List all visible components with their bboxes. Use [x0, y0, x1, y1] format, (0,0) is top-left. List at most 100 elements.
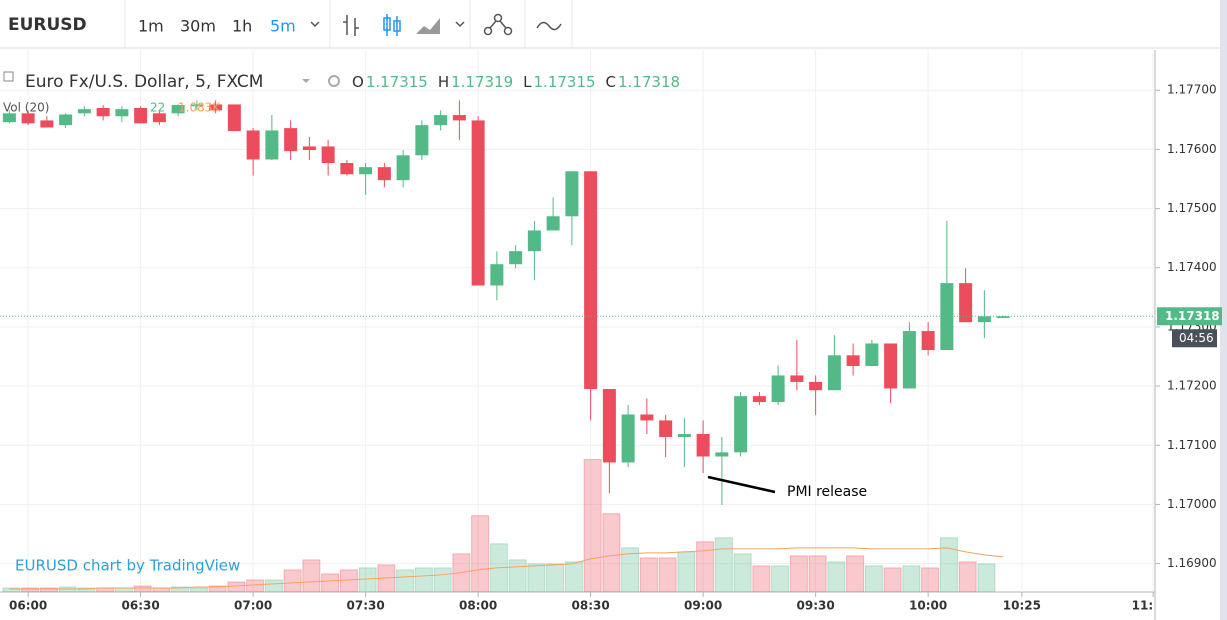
volume-bar: [546, 563, 565, 592]
dropdown-icon[interactable]: [310, 21, 320, 28]
area-icon[interactable]: [416, 18, 440, 34]
volume-bar: [883, 567, 902, 592]
watermark[interactable]: EURUSD chart by TradingView: [15, 557, 240, 575]
volume-bar: [677, 551, 696, 592]
volume-bar: [133, 585, 152, 592]
bars-icon[interactable]: [343, 15, 359, 36]
candle-body: [171, 105, 185, 114]
x-tick-label: 06:30: [122, 599, 160, 613]
candle-body: [340, 163, 354, 175]
candle-body: [940, 283, 954, 350]
candle-body: [471, 120, 485, 286]
interval-active[interactable]: 5m: [270, 17, 296, 36]
candle-body: [846, 355, 860, 366]
candle-body: [321, 146, 335, 164]
symbol[interactable]: EURUSD: [8, 15, 87, 35]
collapse-icon[interactable]: [3, 71, 14, 82]
candle-body: [827, 355, 841, 391]
candle-body: [771, 375, 785, 403]
candle-body: [527, 230, 541, 252]
volume-bar: [921, 567, 940, 592]
candle-body: [246, 130, 260, 160]
candles-icon[interactable]: [383, 14, 401, 36]
volume-bar: [583, 459, 602, 592]
candles: [2, 100, 1010, 506]
candle-body: [809, 381, 823, 391]
volume-bar: [977, 563, 996, 592]
ohlc-value: 1.17315: [534, 73, 596, 91]
candle-body: [77, 109, 91, 114]
ohlc-key: H: [438, 73, 449, 91]
indicators-icon[interactable]: [483, 13, 513, 36]
candle-body: [621, 414, 635, 463]
volume-bar: [21, 587, 40, 592]
settings-icon[interactable]: [328, 75, 340, 87]
x-tick-label: 08:00: [459, 599, 497, 613]
candle-body: [584, 171, 598, 390]
candle-body: [921, 331, 935, 350]
candle-body: [209, 104, 223, 111]
candle-body: [902, 331, 916, 389]
volume-bar: [321, 573, 340, 592]
candle-body: [415, 125, 429, 156]
dropdown-icon[interactable]: [302, 79, 310, 83]
volume-pane: [2, 459, 1004, 592]
x-tick-label: 07:30: [347, 599, 385, 613]
edge: [1220, 0, 1227, 620]
volume-bar: [433, 567, 452, 592]
dropdown-icon[interactable]: [455, 21, 465, 28]
volume-bar: [471, 515, 490, 592]
volume-bar: [808, 555, 827, 592]
candle-body: [152, 113, 166, 123]
x-tick-label: 07:00: [234, 599, 272, 613]
volume-bar: [602, 513, 621, 592]
volume-bar: [696, 541, 715, 592]
y-tick-label: 1.17400: [1167, 260, 1217, 274]
candle-body: [546, 216, 560, 231]
candle-body: [509, 251, 523, 265]
volume-bar: [39, 587, 58, 592]
candle-body: [434, 115, 448, 126]
volume-bar: [283, 569, 302, 592]
volume-bar: [358, 567, 377, 592]
candle-body: [359, 167, 373, 175]
volume-ma-line: [9, 547, 1004, 590]
countdown-label: 04:56: [1179, 331, 1214, 345]
volume-bar: [639, 557, 658, 592]
volume-bar: [939, 537, 958, 592]
legend: Euro Fx/U.S. Dollar, 5, FXCM O 1.17315 H 1.…: [3, 71, 680, 115]
x-tick-label: 09:00: [684, 599, 722, 613]
volume-bar: [902, 565, 921, 592]
candle-body: [396, 155, 410, 181]
volume-bar: [227, 581, 246, 592]
x-tick-label: 08:30: [572, 599, 610, 613]
candle-body: [452, 115, 466, 121]
candle-body: [959, 283, 973, 323]
candle-body: [565, 171, 579, 217]
interval[interactable]: 30m: [180, 17, 216, 36]
interval[interactable]: 1h: [232, 17, 252, 36]
compare-icon[interactable]: [536, 21, 562, 31]
y-tick-label: 1.17700: [1167, 83, 1217, 97]
volume-bar: [114, 587, 133, 592]
volume-bar: [508, 559, 527, 592]
candle-body: [302, 146, 316, 150]
volume-bar: [771, 565, 790, 592]
interval[interactable]: 1m: [138, 17, 164, 36]
volume-bar: [658, 557, 677, 592]
volume-bar: [2, 587, 21, 592]
ohlc-value: 1.17318: [618, 73, 680, 91]
volume-bar: [827, 561, 846, 592]
volume-bar: [396, 569, 415, 592]
candle-body: [59, 114, 73, 126]
chart-title: Euro Fx/U.S. Dollar, 5, FXCM: [25, 72, 263, 92]
candle-body: [21, 113, 35, 124]
candle-body: [677, 434, 691, 437]
volume-legend: Vol (20): [3, 101, 49, 115]
ohlc-key: L: [523, 73, 532, 91]
candle-body: [2, 113, 16, 123]
candle-body: [996, 316, 1010, 319]
candle-body: [640, 414, 654, 421]
